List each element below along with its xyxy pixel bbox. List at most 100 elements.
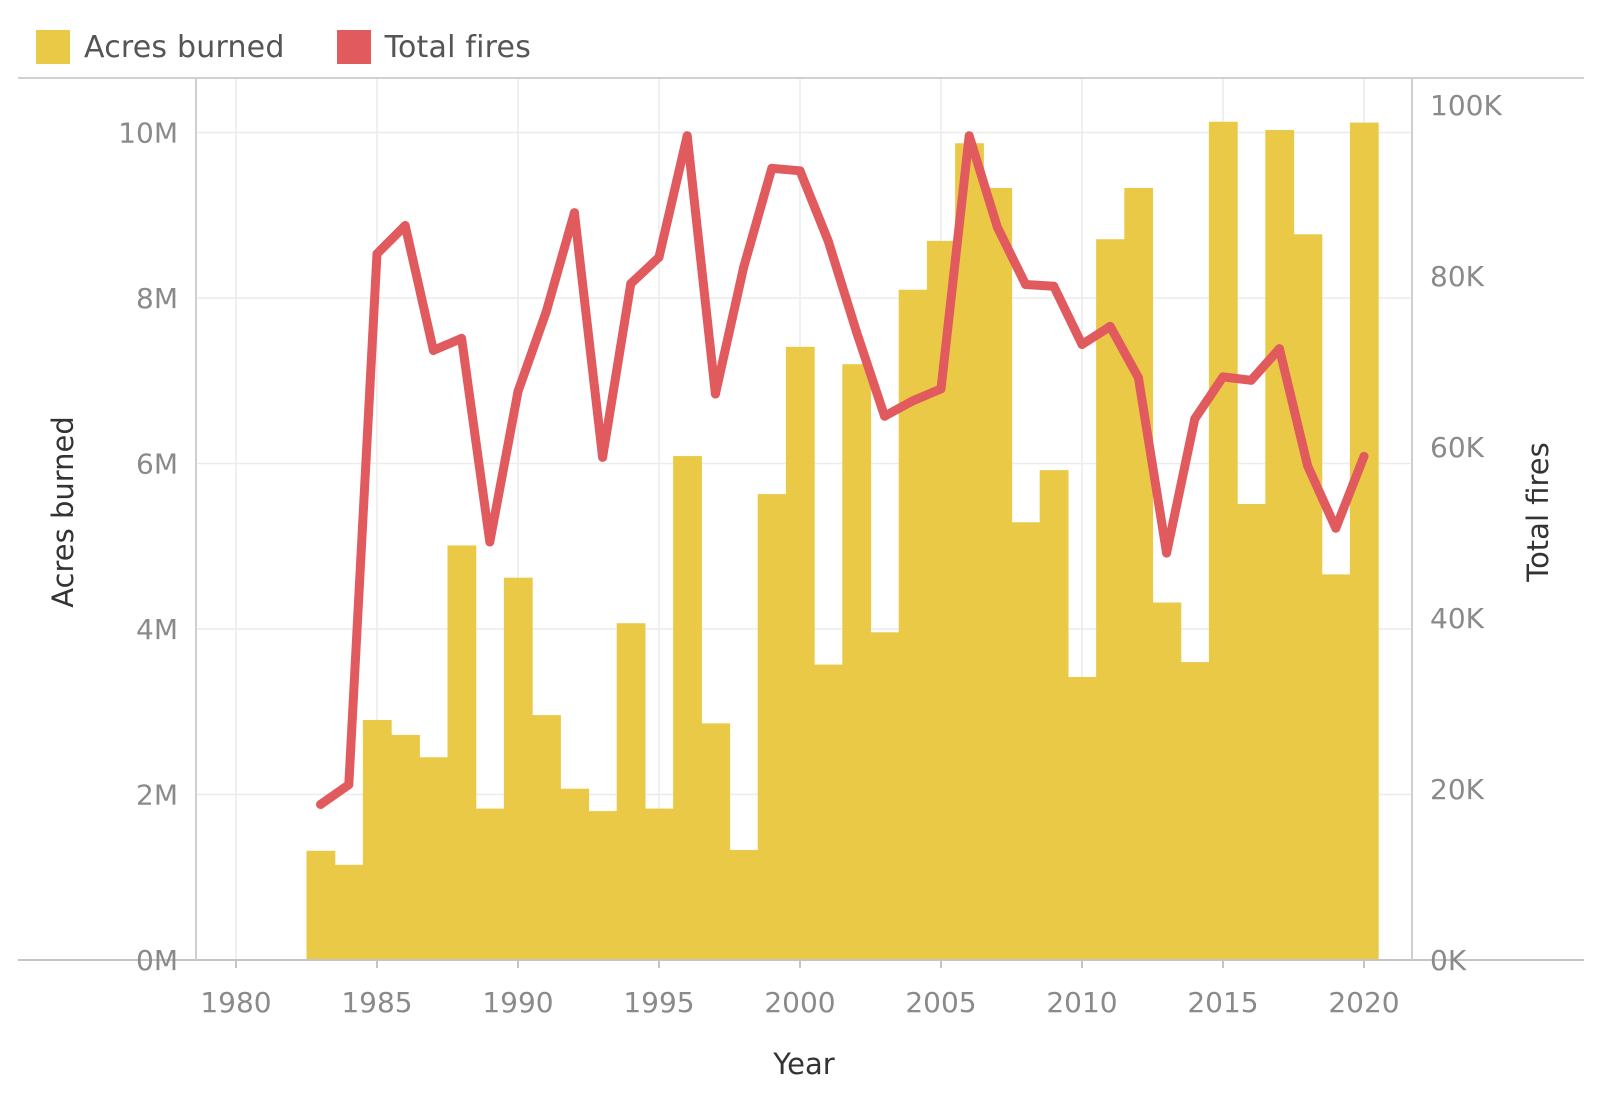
point-fires-1998[interactable] <box>739 262 749 272</box>
x-tick-label-1985: 1985 <box>341 986 412 1019</box>
x-tick-label-2015: 2015 <box>1187 986 1258 1019</box>
y-axis-right-title: Total fires <box>1521 442 1555 582</box>
bar-acres-2013[interactable] <box>1152 602 1182 960</box>
point-fires-1996[interactable] <box>682 131 692 141</box>
bar-acres-1983[interactable] <box>306 850 336 960</box>
point-fires-1985[interactable] <box>372 249 382 259</box>
bar-acres-1995[interactable] <box>644 808 674 960</box>
point-fires-2014[interactable] <box>1190 414 1200 424</box>
point-fires-2008[interactable] <box>1021 280 1031 290</box>
point-fires-2020[interactable] <box>1359 451 1369 461</box>
bar-acres-1987[interactable] <box>419 757 449 960</box>
bar-acres-2019[interactable] <box>1321 574 1351 960</box>
point-fires-2018[interactable] <box>1303 461 1313 471</box>
legend-swatch-acres-burned <box>36 30 70 64</box>
bar-acres-2016[interactable] <box>1237 504 1266 960</box>
point-fires-1995[interactable] <box>654 252 664 262</box>
point-fires-1988[interactable] <box>457 333 467 343</box>
point-fires-2006[interactable] <box>964 131 974 141</box>
bar-acres-2014[interactable] <box>1180 662 1210 960</box>
point-fires-2016[interactable] <box>1246 375 1256 385</box>
total-fires-line-group <box>316 131 1369 809</box>
point-fires-1991[interactable] <box>541 307 551 317</box>
bar-acres-2002[interactable] <box>842 364 872 960</box>
bar-acres-1997[interactable] <box>701 723 731 960</box>
point-fires-2012[interactable] <box>1133 373 1143 383</box>
bar-acres-1993[interactable] <box>588 811 618 960</box>
point-fires-2019[interactable] <box>1331 523 1341 533</box>
bar-acres-1986[interactable] <box>391 734 420 960</box>
bar-acres-1999[interactable] <box>757 494 787 960</box>
point-fires-2002[interactable] <box>851 327 861 337</box>
bar-acres-1996[interactable] <box>673 456 702 960</box>
x-tick-label-1995: 1995 <box>623 986 694 1019</box>
bar-acres-1998[interactable] <box>729 849 759 960</box>
bar-acres-1989[interactable] <box>475 808 505 960</box>
x-tick-label-2005: 2005 <box>905 986 976 1019</box>
total-fires-line[interactable] <box>316 131 1369 809</box>
point-fires-2017[interactable] <box>1274 344 1284 354</box>
bar-acres-2003[interactable] <box>870 632 900 960</box>
point-fires-2010[interactable] <box>1077 339 1087 349</box>
y-left-tick-label-6M: 6M <box>136 448 178 481</box>
point-fires-1987[interactable] <box>428 345 438 355</box>
point-fires-2005[interactable] <box>936 384 946 394</box>
point-fires-1983[interactable] <box>316 799 326 809</box>
point-fires-1989[interactable] <box>485 537 495 547</box>
point-fires-2004[interactable] <box>908 396 918 406</box>
bar-acres-2020[interactable] <box>1349 122 1379 960</box>
bar-acres-1991[interactable] <box>532 715 561 960</box>
point-fires-1997[interactable] <box>710 389 720 399</box>
y-left-tick-label-4M: 4M <box>136 613 178 646</box>
y-axis-left-title: Acres burned <box>46 416 80 608</box>
point-fires-1986[interactable] <box>400 221 410 231</box>
point-fires-2013[interactable] <box>1162 548 1172 558</box>
point-fires-1993[interactable] <box>598 452 608 462</box>
point-fires-1999[interactable] <box>767 163 777 173</box>
bar-acres-2000[interactable] <box>785 346 815 960</box>
bar-acres-2012[interactable] <box>1124 187 1154 960</box>
x-tick-label-2000: 2000 <box>764 986 835 1019</box>
y-left-tick-label-10M: 10M <box>118 117 178 150</box>
bar-acres-2009[interactable] <box>1039 470 1069 960</box>
axis-ticks: 1980 1985 1990 1995 2000 2005 2010 2015 2020 0M 2M… <box>118 89 1502 1019</box>
x-tick-label-2020: 2020 <box>1328 986 1399 1019</box>
x-axis-title: Year <box>772 1047 834 1081</box>
bar-acres-2015[interactable] <box>1208 121 1238 961</box>
point-fires-2015[interactable] <box>1218 372 1228 382</box>
bar-acres-2004[interactable] <box>898 289 928 961</box>
x-tick-label-2010: 2010 <box>1046 986 1117 1019</box>
legend-label-acres-burned: Acres burned <box>84 29 285 65</box>
bar-acres-1992[interactable] <box>560 788 590 960</box>
point-fires-1992[interactable] <box>569 208 579 218</box>
point-fires-2009[interactable] <box>1049 281 1059 291</box>
bar-acres-2006[interactable] <box>955 143 984 960</box>
point-fires-2003[interactable] <box>880 411 890 421</box>
bar-acres-1990[interactable] <box>503 577 533 960</box>
point-fires-2011[interactable] <box>1105 321 1115 331</box>
legend-swatch-total-fires <box>336 30 371 64</box>
bar-acres-2018[interactable] <box>1293 234 1323 961</box>
bar-acres-1994[interactable] <box>616 623 646 960</box>
y-right-tick-label-40K: 40K <box>1430 602 1485 635</box>
bar-acres-2011[interactable] <box>1096 239 1125 960</box>
point-fires-2000[interactable] <box>795 166 805 176</box>
bar-acres-2001[interactable] <box>814 664 843 960</box>
legend-label-total-fires: Total fires <box>384 29 532 65</box>
point-fires-1984[interactable] <box>344 780 354 790</box>
y-right-tick-label-0K: 0K <box>1430 944 1467 977</box>
bar-acres-2010[interactable] <box>1067 676 1097 960</box>
point-fires-1994[interactable] <box>626 279 636 289</box>
point-fires-2007[interactable] <box>992 222 1002 232</box>
legend-item-acres-burned[interactable]: Acres burned <box>36 30 285 65</box>
point-fires-1990[interactable] <box>513 386 523 396</box>
bar-acres-2007[interactable] <box>983 187 1013 960</box>
point-fires-2001[interactable] <box>823 236 833 246</box>
y-left-tick-label-0M: 0M <box>136 944 178 977</box>
bar-acres-1988[interactable] <box>447 545 477 960</box>
bar-acres-1985[interactable] <box>362 720 392 960</box>
bar-acres-2017[interactable] <box>1265 130 1295 960</box>
legend-item-total-fires[interactable]: Total fires <box>336 29 532 65</box>
bar-acres-1984[interactable] <box>334 864 364 960</box>
bar-acres-2008[interactable] <box>1011 522 1041 960</box>
